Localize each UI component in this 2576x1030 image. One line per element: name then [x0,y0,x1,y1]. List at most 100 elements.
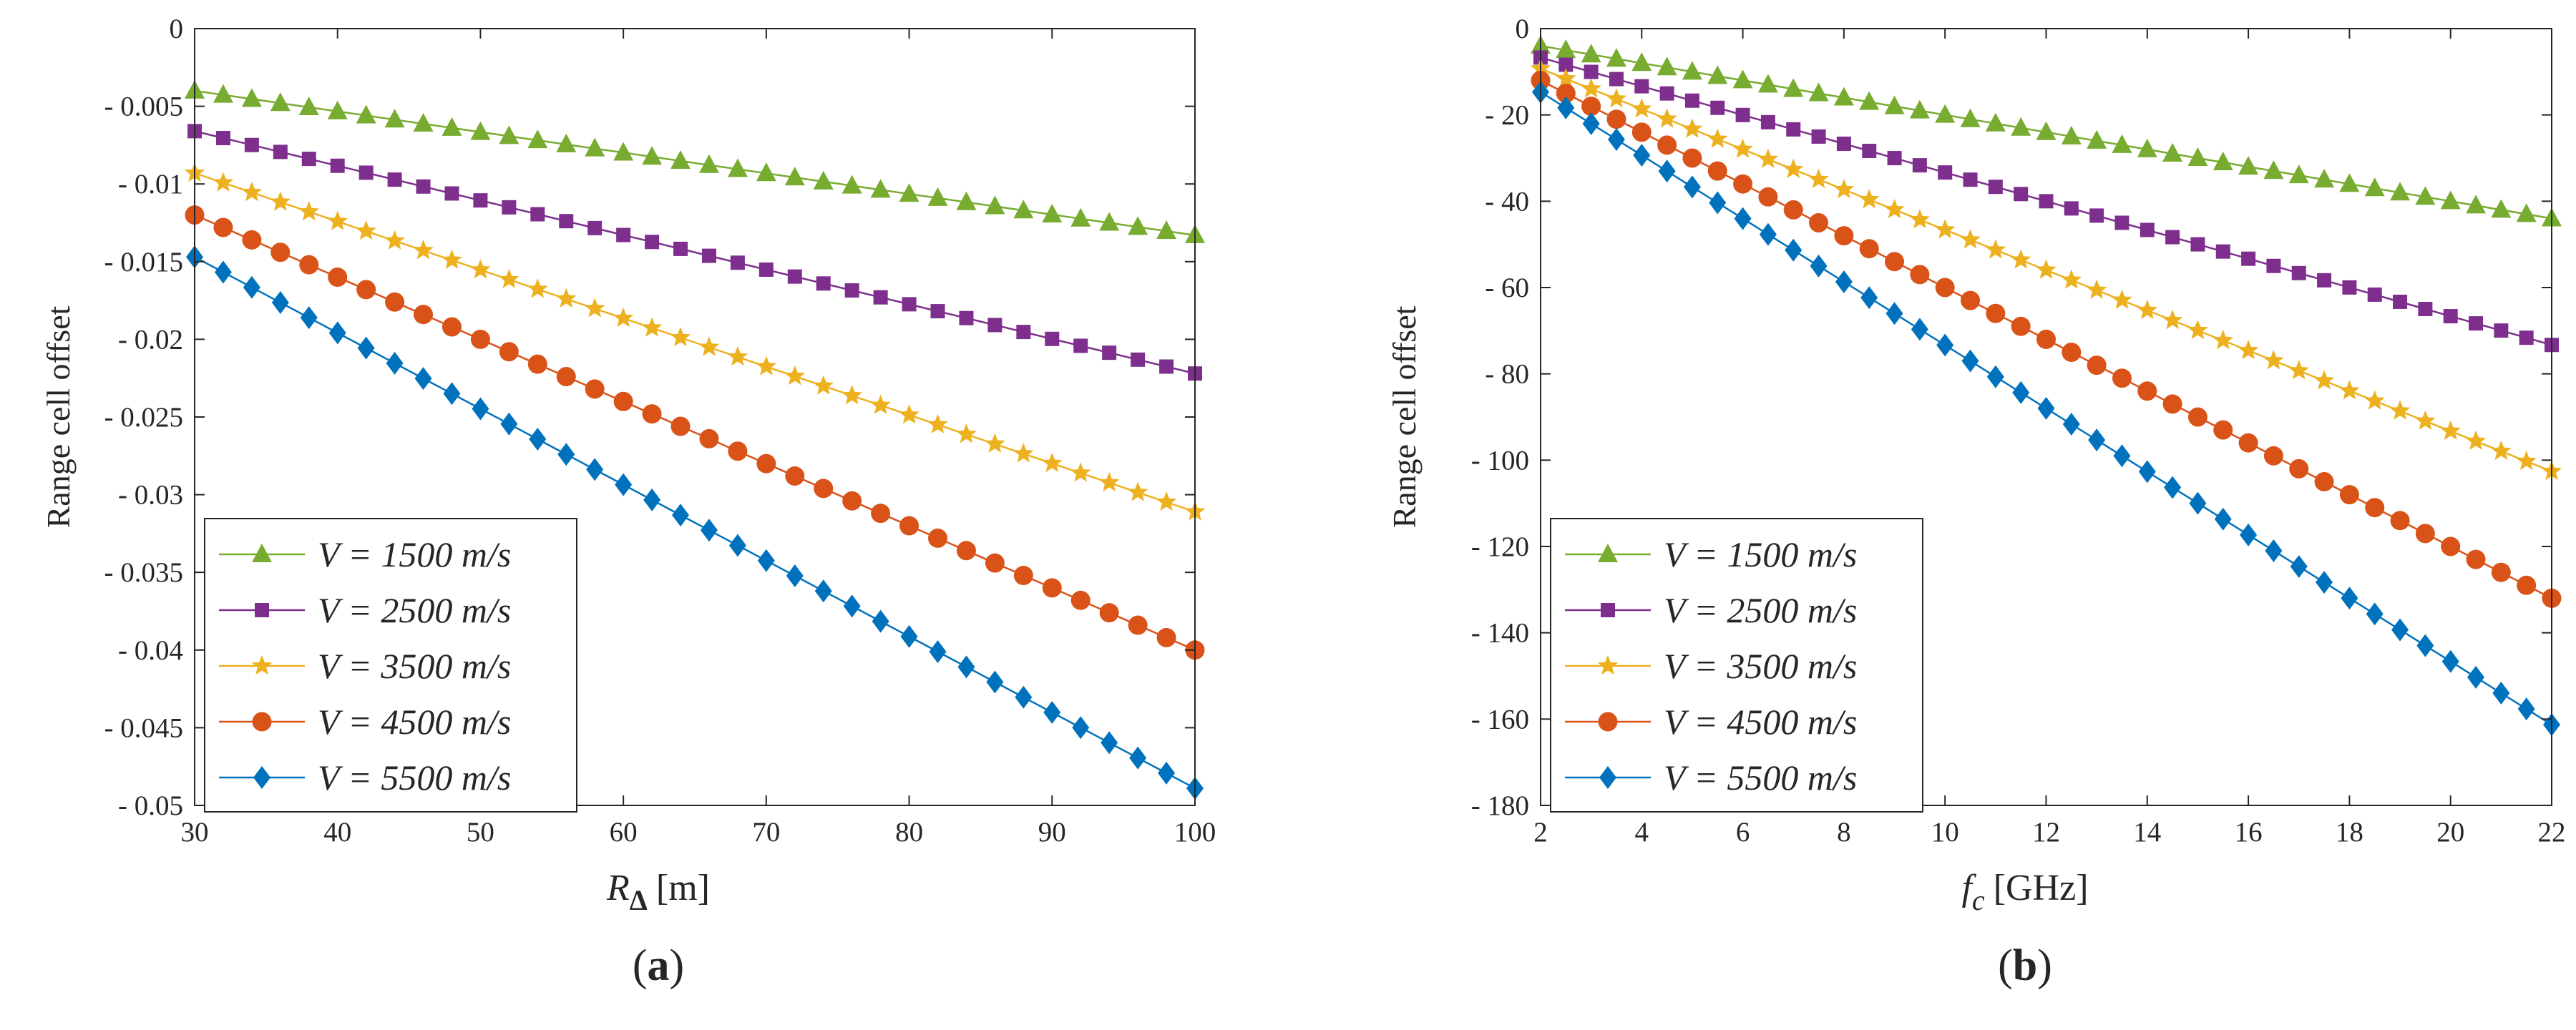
data-point [616,227,631,242]
data-point [1013,566,1033,586]
data-point [414,305,434,325]
data-point [2215,244,2230,259]
data-point [300,306,318,330]
data-point [1129,746,1147,770]
legend-label: V = 5500 m/s [318,757,511,798]
data-point [814,479,834,499]
data-point [1986,365,2004,388]
data-point [213,217,233,237]
data-point [2339,173,2360,192]
data-point [2313,370,2335,390]
data-point [1938,165,1953,180]
data-point [986,670,1004,694]
data-point [530,207,545,222]
data-point [2465,430,2487,450]
data-point [215,131,230,146]
data-point [2266,258,2281,273]
data-point [1127,481,1148,501]
data-point [499,342,519,362]
data-point [2491,199,2512,218]
data-point [1935,104,1956,123]
data-point [2289,458,2309,479]
data-point [1659,86,1674,101]
data-point [956,191,977,210]
data-point [441,249,462,269]
data-point [1606,88,1627,108]
data-point [2516,203,2537,222]
data-point [242,230,262,250]
data-point [330,158,345,173]
data-point [2011,316,2031,336]
data-point [1936,333,1954,357]
data-point [2162,309,2183,330]
data-point [670,416,691,436]
data-point [1631,122,1652,142]
data-point [273,144,288,160]
data-point [2036,329,2056,349]
series-v2500 [187,124,1202,381]
data-point [1556,84,1576,103]
data-point [1581,44,1601,63]
data-point [673,241,688,256]
data-point [727,346,748,366]
data-point [2213,420,2233,440]
data-point [1710,100,1725,115]
y-tick-label: - 80 [1485,359,1529,390]
data-point [441,117,462,136]
data-point [1833,87,1854,106]
data-point [1043,700,1061,724]
data-point [1860,286,1878,310]
data-point [1809,213,1829,232]
data-point [2469,316,2484,331]
data-point [1808,82,1829,102]
data-point [959,310,974,325]
x-tick-label: 30 [181,817,209,848]
data-point [2162,142,2183,162]
data-point [615,473,633,496]
data-point [2516,450,2537,471]
x-tick-label: 60 [610,817,638,848]
y-tick-label: - 0.04 [118,635,183,666]
data-point [2263,446,2283,466]
data-point [500,412,518,436]
data-point [642,404,662,424]
data-point [900,624,918,648]
legend-marker [1598,544,1618,562]
legend: V = 1500 m/s V = 2500 m/s V = 3500 m/s V = … [204,518,577,813]
data-point [786,564,804,587]
data-point [1759,222,1777,246]
data-point [1013,443,1034,463]
x-tick-label: 6 [1736,817,1750,848]
data-point [585,137,605,157]
data-point [2138,460,2156,484]
data-point [241,182,263,202]
legend-label: V = 1500 m/s [1664,534,1857,574]
data-point [1783,200,1803,220]
data-point [872,609,889,633]
data-point [957,655,975,679]
data-point [1988,180,2003,195]
data-point [1836,136,1851,151]
x-tick-label: 14 [2133,817,2161,848]
data-point [1808,168,1829,188]
data-point [1070,207,1091,227]
series-v4500 [1531,70,2562,608]
data-point [2288,360,2309,380]
data-point [1158,761,1176,785]
data-point [270,242,291,263]
data-point [1099,212,1120,231]
data-point [642,146,663,165]
data-point [698,336,720,356]
data-point [1634,79,1649,94]
data-point [2418,302,2433,317]
data-point [2391,618,2409,642]
legend-label: V = 5500 m/s [1664,757,1857,798]
data-point [2314,169,2335,188]
data-point [1985,239,2006,259]
data-point [899,516,919,536]
data-point [2364,390,2385,410]
series-v1500 [185,79,1205,243]
data-point [1885,302,1903,325]
data-point [2415,410,2436,430]
